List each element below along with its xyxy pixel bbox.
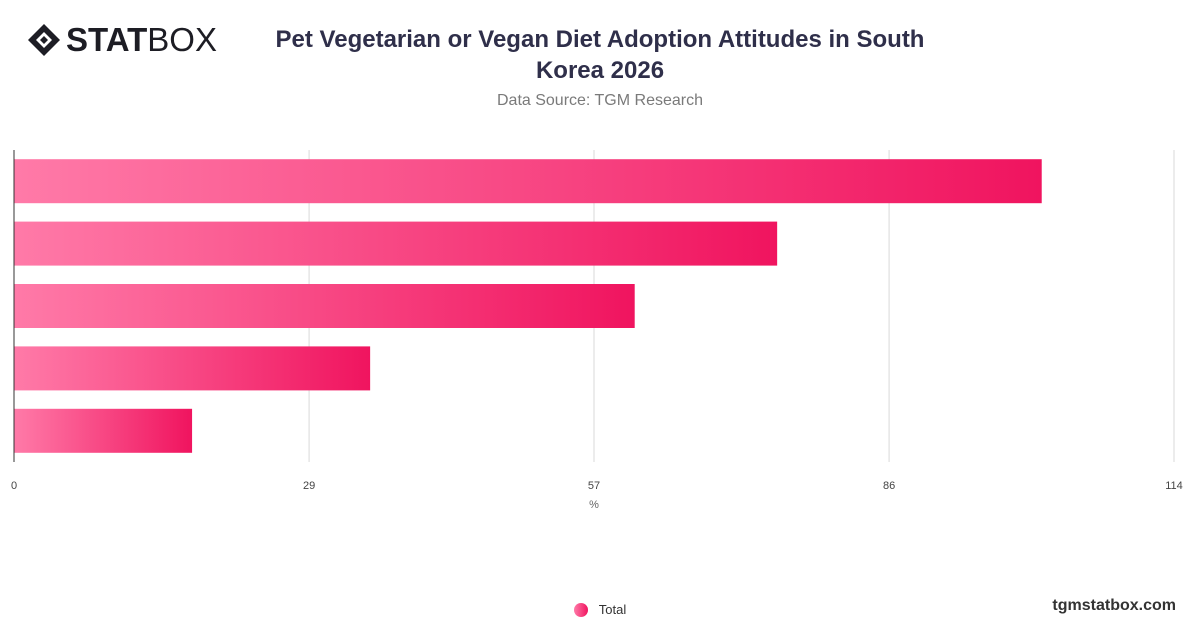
- bar-3: [14, 284, 635, 328]
- x-axis-ticks: 0 29 57 86 114: [11, 480, 1183, 492]
- legend-swatch: [573, 602, 588, 617]
- bars: [14, 159, 1042, 453]
- legend: Total: [0, 602, 1200, 617]
- diamond-logo-icon: [28, 24, 60, 56]
- bar-5: [14, 408, 193, 453]
- chart-subtitle: Data Source: TGM Research: [496, 92, 703, 109]
- x-axis-label: %: [589, 499, 599, 511]
- legend-label-total: Total: [598, 602, 627, 617]
- logo-bold-text: STAT: [66, 21, 148, 58]
- bar-1: [14, 159, 1042, 204]
- bar-chart: 0 29 57 86 114 %: [11, 150, 1183, 511]
- chart-title: Pet Vegetarian or Vegan Diet Adoption At…: [275, 26, 925, 84]
- logo-light-text: BOX: [147, 21, 217, 58]
- x-tick-label: 114: [1165, 480, 1183, 492]
- x-tick-label: 57: [588, 480, 600, 492]
- x-tick-label: 86: [883, 480, 895, 492]
- bar-2: [14, 221, 778, 266]
- x-tick-label: 0: [11, 480, 17, 492]
- site-url: tgmstatbox.com: [1052, 597, 1176, 614]
- bar-4: [14, 346, 371, 391]
- brand-logo-text: STATBOX: [66, 22, 217, 58]
- brand-logo: STATBOX: [26, 22, 217, 58]
- x-tick-label: 29: [303, 480, 315, 492]
